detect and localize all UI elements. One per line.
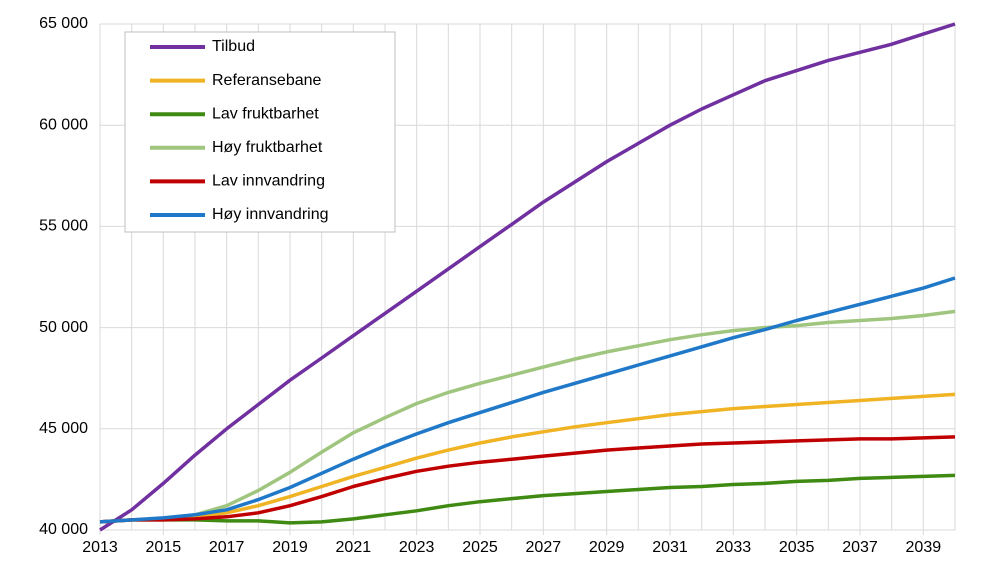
series-line — [99, 309, 956, 524]
legend-label: Lav fruktbarhet — [212, 105, 319, 122]
series-line — [99, 473, 956, 525]
x-tick-label: 2017 — [209, 539, 245, 556]
x-tick-label: 2035 — [779, 539, 815, 556]
x-tick-label: 2037 — [842, 539, 878, 556]
series-line — [99, 22, 956, 532]
y-tick-label: 45 000 — [39, 420, 88, 437]
x-tick-label: 2027 — [526, 539, 562, 556]
y-tick-label: 50 000 — [39, 319, 88, 336]
legend-label: Lav innvandring — [212, 173, 325, 190]
x-tick-label: 2025 — [462, 539, 498, 556]
x-tick-label: 2013 — [82, 539, 118, 556]
series-line — [99, 392, 956, 524]
series-line — [99, 276, 956, 524]
x-tick-label: 2019 — [272, 539, 308, 556]
y-tick-label: 40 000 — [39, 521, 88, 538]
y-tick-label: 65 000 — [39, 15, 88, 32]
x-tick-label: 2015 — [146, 539, 182, 556]
y-tick-label: 60 000 — [39, 116, 88, 133]
x-tick-label: 2039 — [906, 539, 942, 556]
x-tick-label: 2031 — [652, 539, 688, 556]
x-tick-label: 2021 — [336, 539, 372, 556]
series-line — [99, 435, 956, 524]
x-tick-label: 2023 — [399, 539, 435, 556]
legend-label: Referansebane — [212, 72, 322, 89]
x-tick-label: 2029 — [589, 539, 625, 556]
legend-label: Høy fruktbarhet — [212, 139, 323, 156]
legend-box — [124, 31, 396, 233]
legend-label: Tilbud — [212, 38, 255, 55]
legend-label: Høy innvandring — [212, 206, 329, 223]
x-tick-label: 2033 — [716, 539, 752, 556]
y-tick-label: 55 000 — [39, 218, 88, 235]
